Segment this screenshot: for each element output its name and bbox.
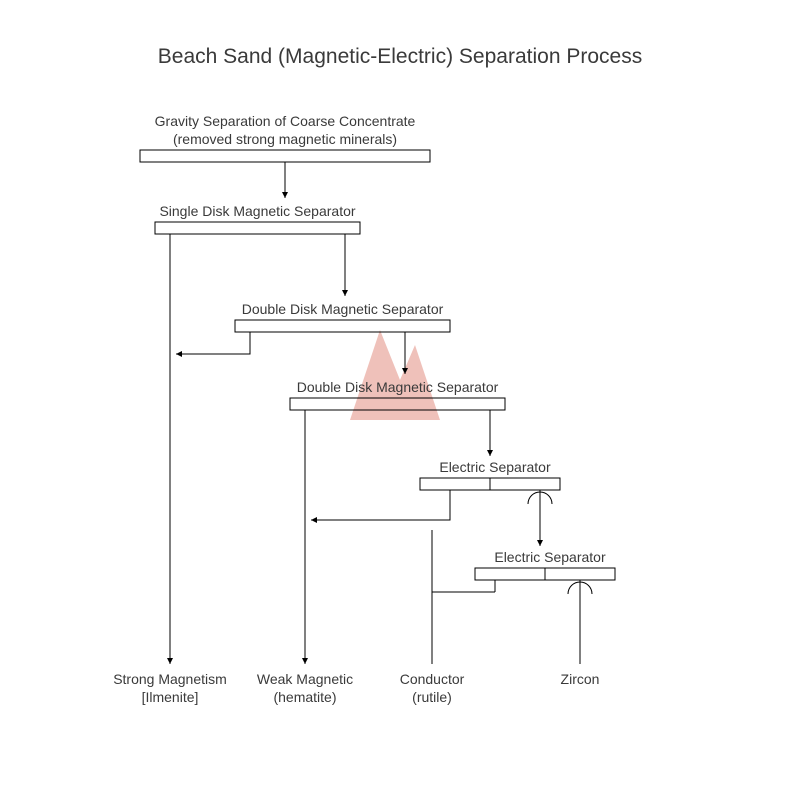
output-o2: Weak Magnetic(hematite) — [247, 670, 363, 706]
labels-layer: Gravity Separation of Coarse Concentrate… — [0, 0, 800, 800]
node-electric-1: Electric Separator — [425, 458, 565, 476]
node-gravity-separation: Gravity Separation of Coarse Concentrate… — [140, 112, 430, 148]
node-single-disk: Single Disk Magnetic Separator — [155, 202, 360, 220]
n1-label-2: (removed strong magnetic minerals) — [173, 131, 397, 147]
node-electric-2: Electric Separator — [480, 548, 620, 566]
node-double-disk-1: Double Disk Magnetic Separator — [235, 300, 450, 318]
node-double-disk-2: Double Disk Magnetic Separator — [290, 378, 505, 396]
output-o1: Strong Magnetism[Ilmenite] — [102, 670, 238, 706]
output-o4: Zircon — [545, 670, 615, 688]
output-o3: Conductor(rutile) — [377, 670, 487, 706]
n1-label-1: Gravity Separation of Coarse Concentrate — [155, 113, 416, 129]
